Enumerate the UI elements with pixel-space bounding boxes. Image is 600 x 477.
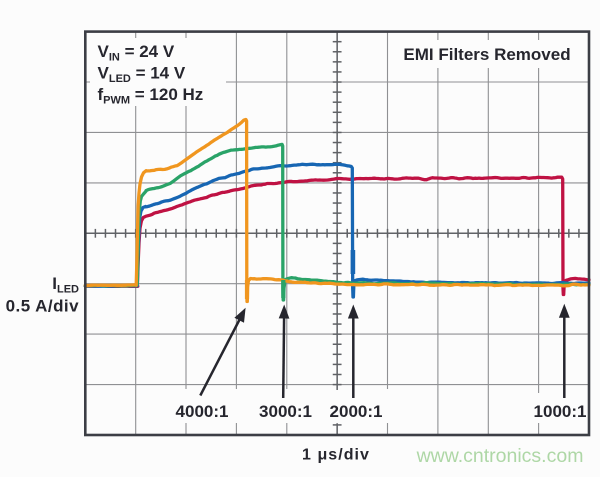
svg-text:0.5 A/div: 0.5 A/div: [6, 297, 79, 316]
svg-text:EMI Filters Removed: EMI Filters Removed: [403, 45, 570, 64]
svg-text:1000:1: 1000:1: [534, 402, 587, 421]
svg-text:2000:1: 2000:1: [330, 402, 383, 421]
svg-text:4000:1: 4000:1: [176, 402, 229, 421]
svg-text:1 μs/div: 1 μs/div: [302, 447, 370, 464]
svg-text:3000:1: 3000:1: [259, 402, 312, 421]
svg-text:www.cntronics.com: www.cntronics.com: [416, 445, 584, 467]
